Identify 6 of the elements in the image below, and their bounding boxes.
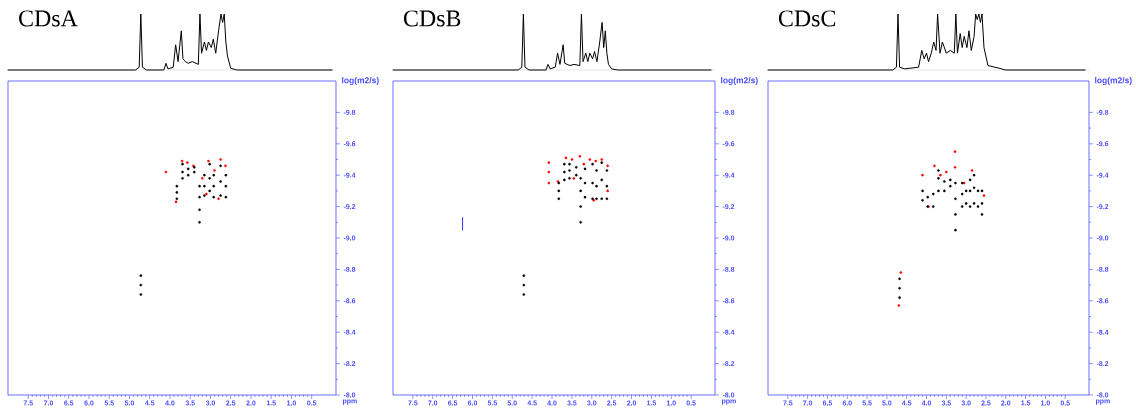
chart-title: CDsA bbox=[19, 10, 78, 27]
y-axis-title: log(m2/s) bbox=[721, 77, 758, 85]
y-axis-title: log(m2/s) bbox=[342, 77, 379, 85]
chart-title: CDsC bbox=[778, 10, 836, 27]
chart-title: CDsB bbox=[403, 10, 461, 27]
y-axis-title: log(m2/s) bbox=[1095, 77, 1132, 85]
